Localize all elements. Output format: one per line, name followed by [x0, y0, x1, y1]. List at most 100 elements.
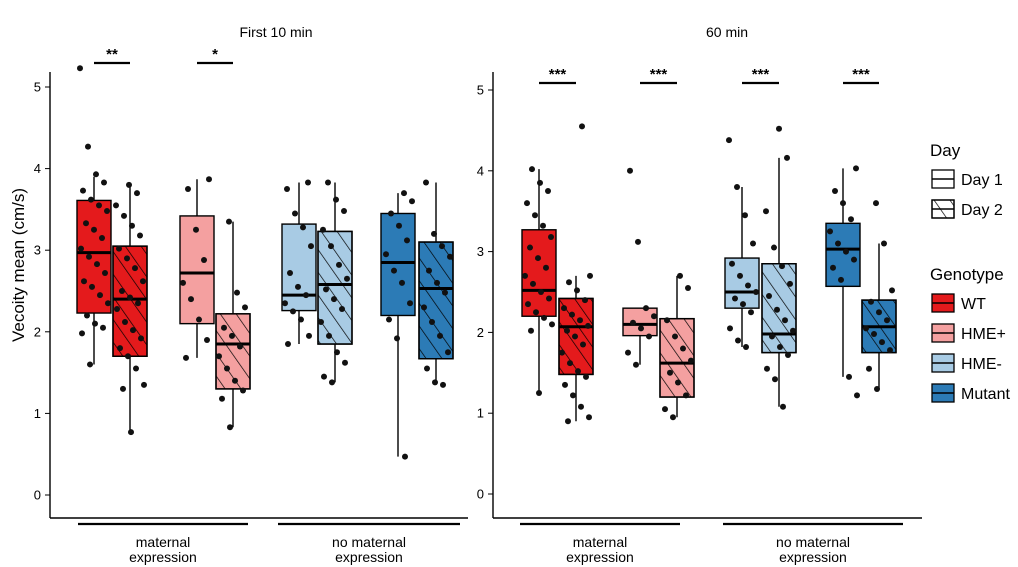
data-point	[638, 325, 644, 332]
data-point	[292, 210, 298, 217]
data-point	[81, 278, 87, 285]
data-point	[525, 301, 531, 308]
data-point	[120, 385, 126, 392]
data-point	[522, 272, 528, 279]
data-point	[298, 316, 304, 323]
data-point	[546, 295, 552, 302]
legend-label: HME+	[961, 326, 1006, 343]
significance-label: ***	[852, 66, 870, 83]
data-point	[771, 244, 777, 251]
data-point	[116, 245, 122, 252]
data-point	[336, 261, 342, 268]
box-hme-day1	[622, 167, 658, 368]
data-point	[667, 369, 673, 376]
data-point	[121, 212, 127, 219]
data-point	[540, 222, 546, 229]
legend-genotype-entry: Mutant	[931, 383, 1010, 403]
box-hme-day1	[281, 179, 317, 348]
data-point	[128, 429, 134, 436]
data-point	[201, 256, 207, 263]
data-point	[426, 267, 432, 274]
significance-label: ***	[650, 66, 668, 83]
data-point	[529, 166, 535, 173]
significance-label: ***	[752, 66, 770, 83]
data-point	[88, 196, 94, 203]
data-point	[524, 200, 530, 207]
data-point	[854, 392, 860, 399]
group-label: expression	[335, 549, 403, 565]
data-point	[538, 289, 544, 295]
data-point	[134, 190, 140, 197]
y-tick-label: 4	[477, 163, 484, 178]
data-point	[528, 327, 534, 334]
box-hme-day2	[761, 125, 797, 410]
data-point	[874, 385, 880, 392]
data-point	[141, 381, 147, 388]
data-point	[578, 403, 584, 410]
data-point	[769, 333, 775, 340]
data-point	[185, 186, 191, 192]
box-body	[76, 199, 112, 314]
data-point	[527, 244, 533, 251]
data-point	[321, 373, 327, 380]
data-point	[308, 243, 314, 250]
box-hatch	[418, 241, 454, 360]
data-point	[206, 176, 212, 183]
data-point	[439, 243, 445, 250]
data-point	[226, 218, 232, 225]
box-hatch	[215, 313, 251, 390]
data-point	[843, 248, 849, 255]
data-point	[117, 345, 123, 352]
data-point	[743, 343, 749, 350]
significance-label: *	[212, 46, 218, 63]
legend-label: Mutant	[961, 386, 1010, 403]
data-point	[325, 179, 331, 186]
data-point	[846, 373, 852, 380]
data-point	[193, 226, 199, 233]
significance-marker: ***	[843, 66, 879, 85]
data-point	[86, 253, 92, 260]
data-point	[386, 316, 392, 323]
data-point	[282, 300, 288, 307]
data-point	[548, 234, 554, 241]
data-point	[421, 304, 427, 311]
data-point	[125, 353, 131, 360]
significance-marker: **	[94, 46, 130, 65]
data-point	[742, 212, 748, 219]
data-point	[567, 360, 573, 367]
legend-genotype-entry: HME-	[931, 353, 1002, 373]
data-point	[318, 319, 324, 326]
data-point	[672, 333, 678, 340]
data-point	[97, 292, 103, 299]
data-point	[683, 392, 689, 399]
data-point	[305, 179, 311, 186]
data-point	[339, 305, 345, 312]
box-mutant-day1	[825, 165, 861, 399]
significance-label: ***	[549, 66, 567, 83]
data-point	[580, 341, 586, 348]
data-point	[832, 188, 838, 194]
box-hme-day1	[179, 176, 215, 361]
data-point	[237, 343, 243, 350]
data-point	[643, 305, 649, 312]
data-point	[445, 349, 451, 356]
data-point	[627, 167, 633, 174]
data-point	[677, 272, 683, 279]
data-point	[569, 311, 575, 318]
data-point	[383, 251, 389, 258]
data-point	[114, 305, 120, 312]
data-point	[124, 255, 130, 262]
data-point	[320, 226, 326, 233]
data-point	[342, 359, 348, 366]
data-point	[670, 414, 676, 421]
y-tick-label: 5	[477, 83, 484, 98]
data-point	[129, 222, 135, 229]
data-point	[651, 313, 657, 320]
y-tick-label: 5	[34, 80, 41, 95]
data-point	[83, 220, 89, 227]
data-point	[537, 179, 543, 186]
data-point	[564, 327, 570, 334]
